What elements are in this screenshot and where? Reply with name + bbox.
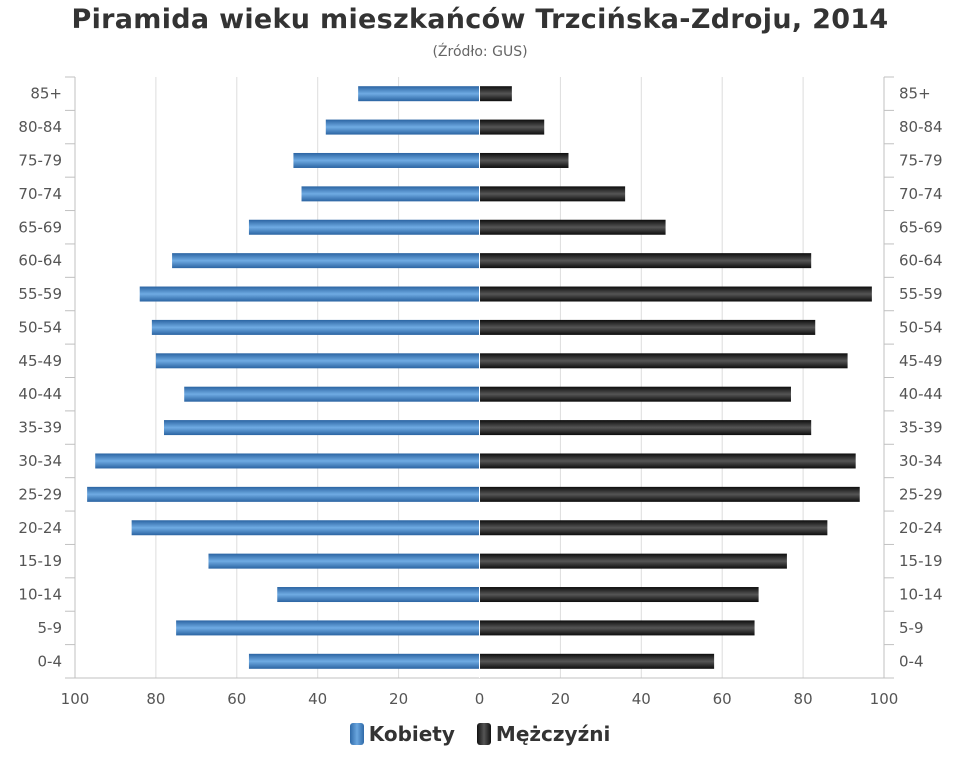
category-label-left: 65-69	[18, 218, 62, 236]
category-label-left: 5-9	[38, 619, 63, 637]
bar-male[interactable]	[479, 219, 666, 235]
bar-male[interactable]	[479, 286, 872, 302]
bar-female[interactable]	[325, 119, 480, 135]
bar-female[interactable]	[301, 186, 480, 202]
bar-male[interactable]	[479, 486, 860, 502]
bar-male[interactable]	[479, 386, 791, 402]
bar-male[interactable]	[479, 152, 569, 168]
x-tick-label: 20	[551, 690, 570, 708]
category-label-right: 30-34	[899, 452, 943, 470]
category-label-right: 55-59	[899, 285, 943, 303]
chart-subtitle: (Źródło: GUS)	[432, 44, 528, 60]
chart-legend: Kobiety Mężczyźni	[0, 722, 960, 746]
bar-female[interactable]	[184, 386, 480, 402]
category-label-right: 45-49	[899, 352, 943, 370]
legend-label-male: Mężczyźni	[495, 722, 611, 746]
legend-item-female[interactable]: Kobiety	[349, 722, 455, 746]
category-label-right: 85+	[899, 85, 931, 103]
bar-female[interactable]	[131, 520, 480, 536]
legend-swatch-male	[476, 723, 491, 745]
legend-label-female: Kobiety	[368, 722, 455, 746]
bar-male[interactable]	[479, 86, 512, 102]
bar-female[interactable]	[293, 152, 480, 168]
category-label-left: 45-49	[18, 352, 62, 370]
category-label-left: 55-59	[18, 285, 62, 303]
x-tick-label: 0	[475, 690, 485, 708]
category-label-right: 40-44	[899, 385, 943, 403]
x-tick-label: 100	[61, 690, 90, 708]
bar-male[interactable]	[479, 353, 848, 369]
bar-female[interactable]	[151, 319, 480, 335]
x-tick-label: 60	[713, 690, 732, 708]
x-tick-label: 80	[794, 690, 813, 708]
bar-female[interactable]	[172, 253, 480, 269]
category-label-right: 80-84	[899, 118, 943, 136]
legend-item-male[interactable]: Mężczyźni	[476, 722, 611, 746]
bar-male[interactable]	[479, 420, 812, 436]
category-label-right: 60-64	[899, 252, 943, 270]
category-label-right: 50-54	[899, 318, 943, 336]
category-label-right: 25-29	[899, 485, 943, 503]
bar-male[interactable]	[479, 653, 715, 669]
category-label-right: 20-24	[899, 519, 943, 537]
x-tick-label: 60	[227, 690, 246, 708]
bar-female[interactable]	[139, 286, 480, 302]
bar-male[interactable]	[479, 453, 856, 469]
category-label-left: 50-54	[18, 318, 62, 336]
x-tick-label: 100	[870, 690, 899, 708]
x-tick-label: 40	[308, 690, 327, 708]
bar-male[interactable]	[479, 119, 545, 135]
bar-female[interactable]	[163, 420, 480, 436]
category-label-left: 15-19	[18, 552, 62, 570]
bar-male[interactable]	[479, 553, 787, 569]
category-label-left: 20-24	[18, 519, 62, 537]
bar-male[interactable]	[479, 587, 759, 603]
bar-male[interactable]	[479, 319, 816, 335]
bar-female[interactable]	[358, 86, 480, 102]
x-tick-label: 80	[146, 690, 165, 708]
x-tick-label: 20	[389, 690, 408, 708]
bar-female[interactable]	[155, 353, 480, 369]
bar-female[interactable]	[248, 653, 480, 669]
bar-female[interactable]	[176, 620, 480, 636]
category-label-left: 35-39	[18, 419, 62, 437]
chart-title: Piramida wieku mieszkańców Trzcińska-Zdr…	[71, 4, 889, 35]
category-label-left: 70-74	[18, 185, 62, 203]
bar-female[interactable]	[87, 486, 480, 502]
bar-female[interactable]	[277, 587, 480, 603]
category-label-right: 10-14	[899, 586, 943, 604]
bar-male[interactable]	[479, 253, 812, 269]
category-label-left: 40-44	[18, 385, 62, 403]
category-label-right: 35-39	[899, 419, 943, 437]
bar-male[interactable]	[479, 620, 755, 636]
bar-male[interactable]	[479, 186, 626, 202]
bar-female[interactable]	[208, 553, 480, 569]
category-label-left: 85+	[30, 85, 62, 103]
category-label-right: 65-69	[899, 218, 943, 236]
legend-swatch-female	[349, 723, 364, 745]
category-label-right: 15-19	[899, 552, 943, 570]
category-label-right: 70-74	[899, 185, 943, 203]
category-label-left: 0-4	[38, 652, 63, 670]
bar-female[interactable]	[248, 219, 480, 235]
bar-male[interactable]	[479, 520, 828, 536]
category-label-left: 75-79	[18, 151, 62, 169]
bar-female[interactable]	[95, 453, 480, 469]
category-label-left: 80-84	[18, 118, 62, 136]
category-label-right: 5-9	[899, 619, 924, 637]
category-label-right: 0-4	[899, 652, 924, 670]
x-tick-label: 40	[632, 690, 651, 708]
category-label-right: 75-79	[899, 151, 943, 169]
category-label-left: 30-34	[18, 452, 62, 470]
category-label-left: 25-29	[18, 485, 62, 503]
category-label-left: 60-64	[18, 252, 62, 270]
category-label-left: 10-14	[18, 586, 62, 604]
